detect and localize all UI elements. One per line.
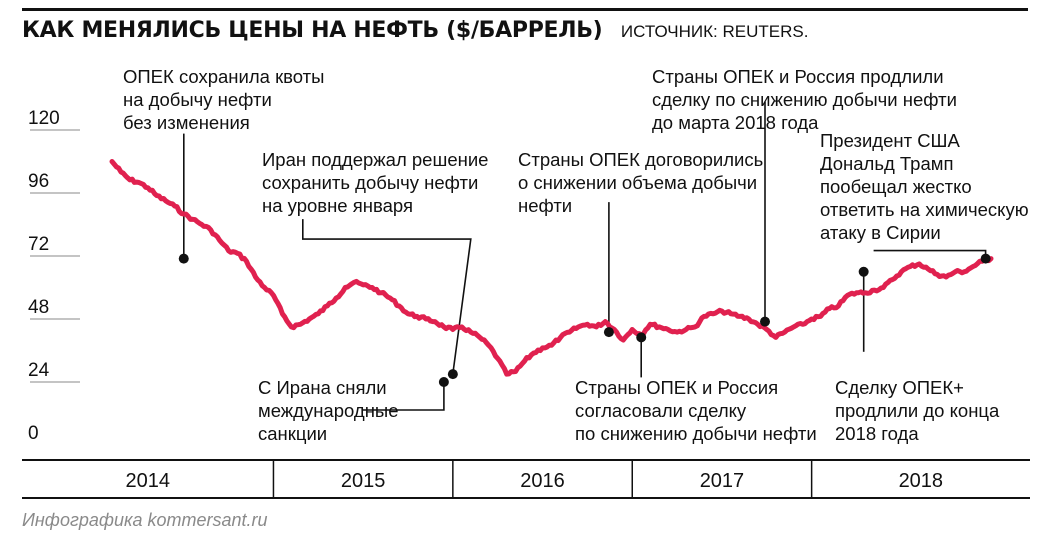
event-label: продлили до конца xyxy=(835,400,1000,421)
x-axis: 2014 2015 2016 2017 2018 xyxy=(22,459,1030,499)
event-label: согласовали сделку xyxy=(575,400,747,421)
event-marker xyxy=(858,266,869,277)
gridlines xyxy=(30,129,80,383)
event-label: ответить на химическую xyxy=(820,199,1029,220)
event-label: Президент США xyxy=(820,130,961,151)
event-marker xyxy=(447,369,458,380)
top-rule xyxy=(22,8,1028,11)
y-tick-label: 96 xyxy=(28,171,49,192)
x-tick-label: 2014 xyxy=(125,470,170,492)
x-tick-label: 2015 xyxy=(341,470,386,492)
event-label: Сделку ОПЕК+ xyxy=(835,377,964,398)
event-label: Иран поддержал решение xyxy=(262,149,488,170)
event-label: на уровне января xyxy=(262,195,413,216)
y-tick-label: 0 xyxy=(28,423,39,444)
y-tick-label: 72 xyxy=(28,234,49,255)
event-label: до марта 2018 года xyxy=(652,112,819,133)
event-label: ОПЕК сохранила квоты xyxy=(123,66,324,87)
event-label: пообещал жестко xyxy=(820,176,972,197)
y-axis-tick-labels: 0 24 48 72 96 120 xyxy=(28,108,60,444)
x-tick-label: 2018 xyxy=(899,470,944,492)
y-tick-label: 48 xyxy=(28,297,49,318)
event-marker xyxy=(636,332,647,343)
event-label: санкции xyxy=(258,423,327,444)
event-marker xyxy=(759,316,770,327)
event-label: 2018 года xyxy=(835,423,919,444)
x-tick-label: 2017 xyxy=(700,470,745,492)
event-markers xyxy=(178,253,991,387)
event-label: без изменения xyxy=(123,112,250,133)
event-label: по снижению добычи нефти xyxy=(575,423,817,444)
y-tick-label: 120 xyxy=(28,108,60,129)
event-callouts xyxy=(183,101,987,411)
event-label: Страны ОПЕК договорились xyxy=(518,149,763,170)
event-marker xyxy=(178,253,189,264)
header: КАК МЕНЯЛИСЬ ЦЕНЫ НА НЕФТЬ ($/БАРРЕЛЬ) И… xyxy=(22,18,808,43)
event-label: на добычу нефти xyxy=(123,89,272,110)
event-label: С Ирана сняли xyxy=(258,377,387,398)
chart-source: ИСТОЧНИК: REUTERS. xyxy=(620,22,809,41)
event-label: о снижении объема добычи xyxy=(518,172,757,193)
chart-title: КАК МЕНЯЛИСЬ ЦЕНЫ НА НЕФТЬ ($/БАРРЕЛЬ) xyxy=(22,18,603,43)
event-label: нефти xyxy=(518,195,572,216)
event-label: атаку в Сирии xyxy=(820,222,941,243)
event-label: Страны ОПЕК и Россия продлили xyxy=(652,66,944,87)
y-tick-label: 24 xyxy=(28,360,50,381)
event-label: международные xyxy=(258,400,399,421)
event-label: сделку по снижению добычи нефти xyxy=(652,89,957,110)
event-marker xyxy=(603,327,614,338)
callout-connector xyxy=(873,249,987,259)
event-label: Дональд Трамп xyxy=(820,153,953,174)
event-label: сохранить добычу нефти xyxy=(262,172,478,193)
callout-connector xyxy=(361,382,445,411)
credit: Инфографика kommersant.ru xyxy=(22,510,268,530)
x-tick-label: 2016 xyxy=(520,470,565,492)
event-label: Страны ОПЕК и Россия xyxy=(575,377,778,398)
price-series-line xyxy=(109,159,994,377)
callout-connector xyxy=(301,219,472,375)
event-marker xyxy=(980,253,991,264)
event-marker xyxy=(438,377,449,387)
